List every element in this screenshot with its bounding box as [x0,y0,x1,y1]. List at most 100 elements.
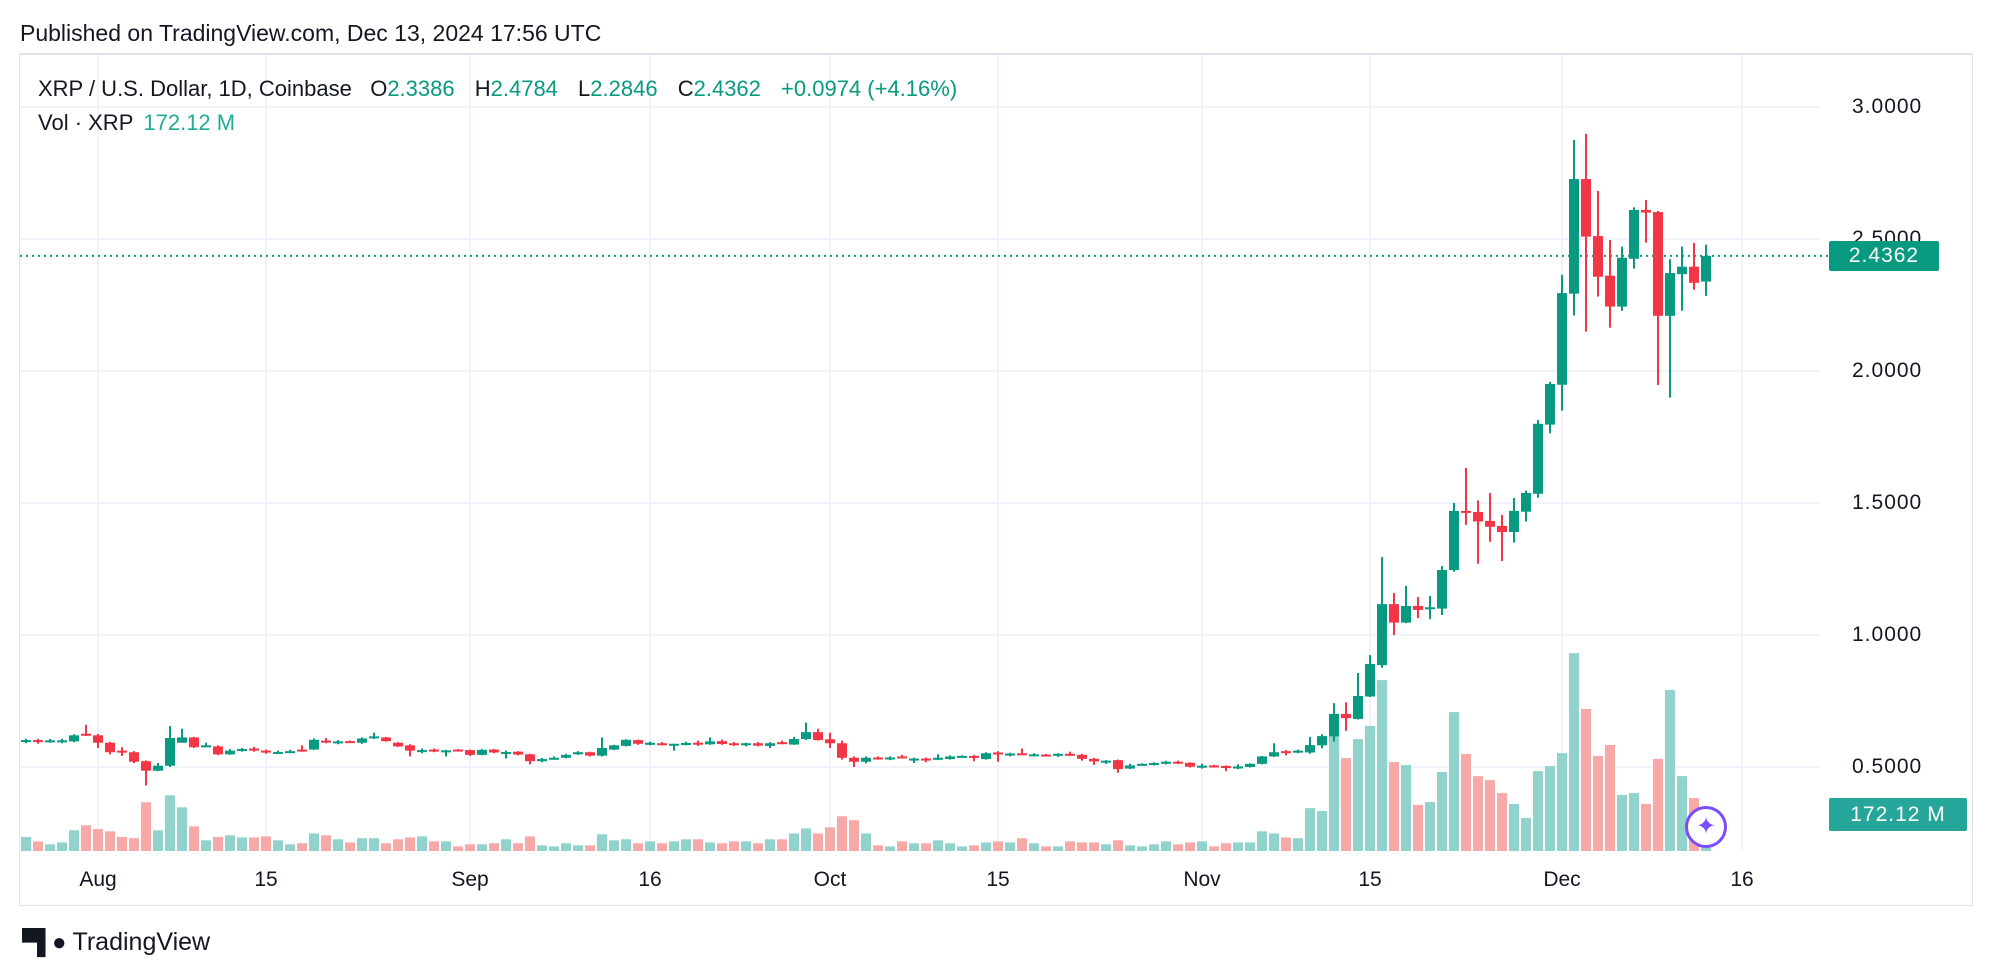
candle-body [525,754,535,762]
volume-bar [813,833,823,851]
volume-bar [945,843,955,851]
candle-body [105,742,115,753]
volume-bar [1629,793,1639,851]
candle-body [1053,753,1063,756]
volume-bar [189,826,199,851]
volume-label[interactable]: Vol · XRP [38,110,134,135]
candle-body [201,745,211,748]
candle-body [897,756,907,759]
volume-bar [129,838,139,851]
volume-value: 172.12 M [143,110,236,135]
candle-body [1281,751,1291,754]
volume-bar [705,842,715,851]
candle-body [417,750,427,753]
volume-bar [441,841,451,851]
candle-body [561,754,571,758]
volume-bar [333,839,343,851]
volume-bar [993,841,1003,851]
volume-bar [909,843,919,851]
volume-bar [585,845,595,851]
volume-bar [249,837,259,851]
candle-body [1629,209,1639,259]
volume-bar [405,837,415,851]
candle-body [57,740,67,743]
candle-body [849,757,859,762]
volume-bar [609,840,619,851]
volume-bar [681,839,691,851]
candle-body [1605,275,1615,307]
volume-bar [1461,753,1471,851]
open-label: O [370,76,388,101]
candle-body [633,740,643,744]
candle-body [1701,255,1711,282]
volume-bar [309,833,319,851]
volume-bar [69,830,79,851]
time-axis-label: 15 [254,868,278,891]
volume-bar [981,842,991,851]
volume-bar [165,795,175,851]
volume-bar [633,843,643,851]
volume-bar [1449,712,1459,851]
candle-body [501,751,511,754]
open-value: 2.3386 [387,76,455,101]
volume-bar [561,843,571,851]
volume-bar [93,829,103,851]
chart-frame [19,53,1973,906]
candle-body [321,740,331,743]
candle-body [933,757,943,760]
volume-bar [1029,843,1039,851]
candle-body [1173,761,1183,764]
candle-body [717,741,727,745]
candle-body [1437,570,1447,609]
time-axis-label: Nov [1183,868,1221,891]
candle-body [1461,510,1471,513]
symbol-title[interactable]: XRP / U.S. Dollar, 1D, Coinbase [38,76,352,101]
candle-body [777,742,787,745]
candle-body [165,737,175,766]
volume-bar [717,843,727,851]
candle-body [945,756,955,760]
volume-bar [177,807,187,851]
time-axis-label: Oct [813,868,847,891]
volume-bar [873,845,883,851]
candle-body [441,750,451,753]
price-axis-label: 1.5000 [1852,491,1923,514]
volume-bar [861,833,871,851]
candle-body [1005,753,1015,756]
volume-bar [777,839,787,851]
volume-bar [1389,762,1399,851]
volume-bar [237,837,247,851]
volume-bar [669,841,679,851]
candle-body [309,739,319,750]
candle-body [1377,604,1387,666]
candle-body [573,752,583,755]
candle-body [1677,266,1687,275]
volume-bar [1569,653,1579,851]
tradingview-logo[interactable]: ▀▌● TradingView [22,928,210,957]
candle-body [81,733,91,736]
candle-body [465,750,475,755]
volume-bar [1521,817,1531,851]
high-label: H [474,76,491,101]
candle-body [333,741,343,744]
close-value: 2.4362 [693,76,761,101]
volume-bar [897,841,907,851]
volume-bar [33,841,43,851]
volume-bar [273,840,283,851]
volume-bar [1401,765,1411,851]
candle-body [249,748,259,751]
price-axis-label: 3.0000 [1852,95,1923,118]
sparkle-icon[interactable]: ✦ [1685,806,1727,848]
candle-body [369,736,379,739]
candle-body [693,742,703,745]
last-price-label: 2.4362 [1829,241,1939,271]
candle-body [1569,179,1579,294]
volume-bar [1653,758,1663,851]
last-volume-label: 172.12 M [1829,798,1967,831]
candle-body [1545,383,1555,425]
low-value: 2.2846 [590,76,658,101]
volume-bar [537,845,547,851]
price-axis-label: 0.5000 [1852,755,1923,778]
candle-body [45,740,55,743]
